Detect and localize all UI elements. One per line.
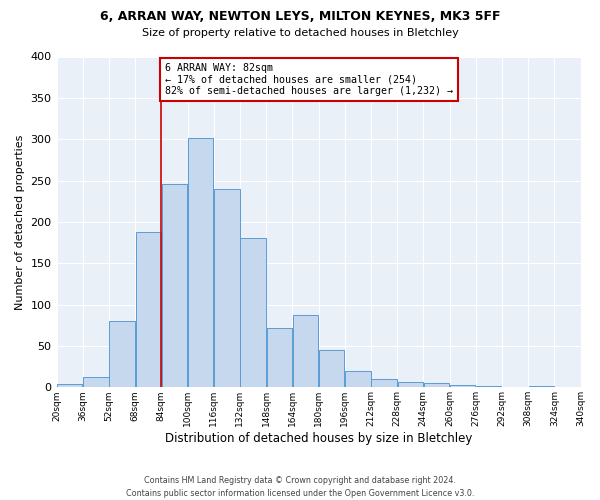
Bar [398,382,423,388]
Bar [83,376,109,388]
Bar [476,386,502,388]
Bar [136,232,161,388]
Bar [266,328,292,388]
Bar [57,384,82,388]
Bar [319,350,344,388]
Bar [214,189,239,388]
Bar [293,314,318,388]
Bar [109,321,135,388]
Bar [162,184,187,388]
Y-axis label: Number of detached properties: Number of detached properties [15,134,25,310]
Text: Size of property relative to detached houses in Bletchley: Size of property relative to detached ho… [142,28,458,38]
Bar [345,371,371,388]
X-axis label: Distribution of detached houses by size in Bletchley: Distribution of detached houses by size … [165,432,472,445]
Text: 6 ARRAN WAY: 82sqm
← 17% of detached houses are smaller (254)
82% of semi-detach: 6 ARRAN WAY: 82sqm ← 17% of detached hou… [164,63,452,96]
Text: Contains HM Land Registry data © Crown copyright and database right 2024.
Contai: Contains HM Land Registry data © Crown c… [126,476,474,498]
Bar [529,386,554,388]
Bar [188,138,214,388]
Bar [241,238,266,388]
Bar [450,385,475,388]
Text: 6, ARRAN WAY, NEWTON LEYS, MILTON KEYNES, MK3 5FF: 6, ARRAN WAY, NEWTON LEYS, MILTON KEYNES… [100,10,500,23]
Bar [424,383,449,388]
Bar [371,379,397,388]
